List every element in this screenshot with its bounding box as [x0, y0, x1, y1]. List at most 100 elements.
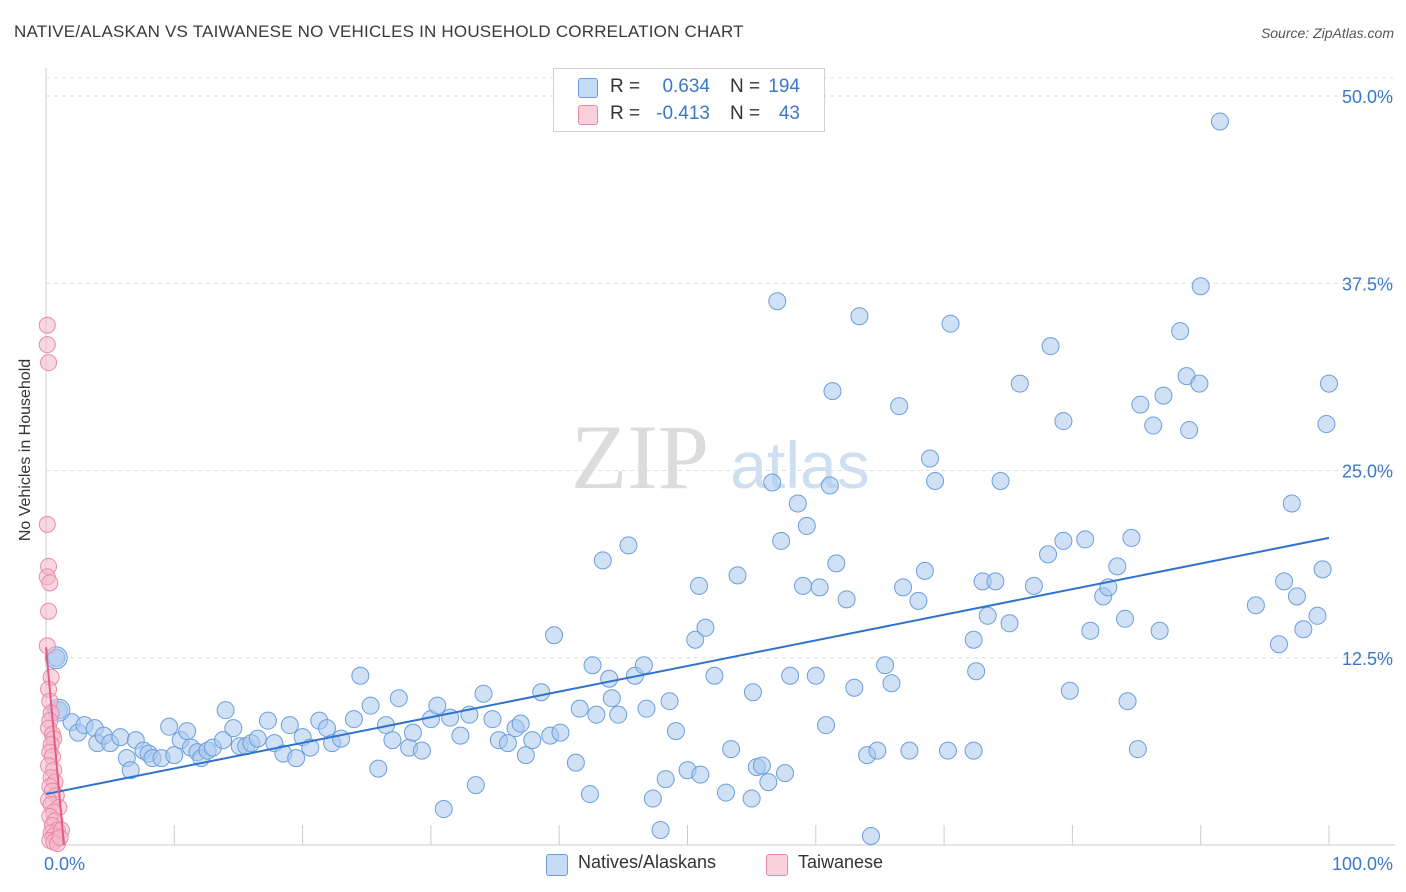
data-point-natives [743, 683, 762, 702]
data-point-natives [258, 711, 277, 730]
data-point-taiwanese [38, 336, 56, 354]
data-point-natives [111, 728, 130, 747]
data-point-natives [1275, 572, 1294, 591]
data-point-natives [301, 738, 320, 757]
data-point-natives [523, 731, 542, 750]
data-point-natives [412, 741, 431, 760]
data-point-taiwanese [38, 316, 56, 334]
data-point-natives [1010, 374, 1029, 393]
data-point-natives [1171, 322, 1190, 341]
data-point-natives [1282, 494, 1301, 513]
data-point-taiwanese [40, 602, 58, 620]
data-point-natives [602, 689, 621, 708]
data-point-natives [566, 753, 585, 772]
legend-r-value: -0.413 [656, 103, 710, 124]
data-point-natives [634, 656, 653, 675]
data-point-natives [920, 449, 939, 468]
data-point-natives [690, 576, 709, 595]
data-point-natives [287, 749, 306, 768]
data-point-natives [532, 683, 551, 702]
data-point-natives [666, 722, 685, 741]
data-point-natives [686, 630, 705, 649]
data-point-natives [600, 669, 619, 688]
data-point-natives [742, 789, 761, 808]
data-point-natives [1308, 606, 1327, 625]
data-point-taiwanese [40, 354, 58, 372]
data-point-natives [609, 705, 628, 724]
data-point-natives [845, 678, 864, 697]
legend-n-value: 194 [768, 76, 800, 97]
legend-r-label: R = [610, 76, 641, 97]
data-point-natives [817, 716, 836, 735]
data-point-natives [351, 666, 370, 685]
data-point-natives [660, 692, 679, 711]
data-point-natives [383, 731, 402, 750]
data-point-natives [696, 618, 715, 637]
legend-r-value: 0.634 [662, 76, 710, 97]
data-point-natives [938, 741, 957, 760]
data-point-natives [909, 591, 928, 610]
data-point-natives [1294, 620, 1313, 639]
data-point-natives [861, 827, 880, 846]
data-point-natives [551, 723, 570, 742]
data-point-natives [656, 770, 675, 789]
data-point-natives [768, 292, 787, 311]
data-point-natives [882, 674, 901, 693]
x-tick-label-max: 100.0% [1332, 854, 1393, 874]
data-point-natives [280, 716, 299, 735]
x-tick-label-min: 0.0% [44, 854, 85, 874]
data-point-natives [894, 578, 913, 597]
data-point-natives [545, 626, 564, 645]
y-tick-label: 50.0% [1342, 87, 1393, 107]
data-point-natives [964, 630, 983, 649]
data-point-natives [716, 783, 735, 802]
data-point-natives [1054, 531, 1073, 550]
data-point-natives [876, 656, 895, 675]
data-point-natives [1313, 560, 1332, 579]
legend-n-label: N = [730, 76, 761, 97]
data-point-natives [1118, 692, 1137, 711]
data-point-taiwanese [38, 515, 56, 533]
data-point-natives [1000, 614, 1019, 633]
bottom-swatch-taiwanese [766, 854, 788, 876]
data-point-natives [403, 723, 422, 742]
legend-swatch-taiwanese [578, 105, 598, 125]
data-point-natives [986, 572, 1005, 591]
data-point-natives [1116, 609, 1135, 628]
legend-row-natives: R = 0.634 N = 194 [554, 74, 824, 100]
data-point-natives [991, 471, 1010, 490]
data-point-natives [781, 666, 800, 685]
y-tick-label: 37.5% [1342, 274, 1393, 294]
data-point-natives [1128, 740, 1147, 759]
data-point-natives [788, 494, 807, 513]
data-point-natives [483, 710, 502, 729]
data-point-natives [580, 785, 599, 804]
data-point-natives [224, 719, 243, 738]
data-point-natives [428, 696, 447, 715]
data-point-natives [926, 471, 945, 490]
data-point-natives [451, 726, 470, 745]
data-point-natives [1039, 545, 1058, 564]
watermark-atlas: atlas [730, 428, 869, 502]
axes [45, 68, 1395, 846]
data-point-natives [1317, 415, 1336, 434]
data-point-natives [776, 764, 795, 783]
trend-lines [45, 536, 1330, 846]
data-point-natives [178, 722, 197, 741]
data-point-natives [1054, 412, 1073, 431]
data-point-natives [332, 729, 351, 748]
data-point-natives [570, 699, 589, 718]
data-point-natives [317, 719, 336, 738]
bottom-legend-natives-label: Natives/Alaskans [578, 852, 717, 872]
data-point-natives [165, 746, 184, 765]
data-point-natives [1154, 386, 1173, 405]
data-point-natives [344, 710, 363, 729]
data-point-natives [915, 561, 934, 580]
data-point-natives [978, 606, 997, 625]
legend-n-label: N = [730, 103, 761, 124]
data-point-natives [705, 666, 724, 685]
data-point-natives [1210, 112, 1229, 131]
data-point-natives [967, 662, 986, 681]
legend-r-label: R = [610, 103, 641, 124]
